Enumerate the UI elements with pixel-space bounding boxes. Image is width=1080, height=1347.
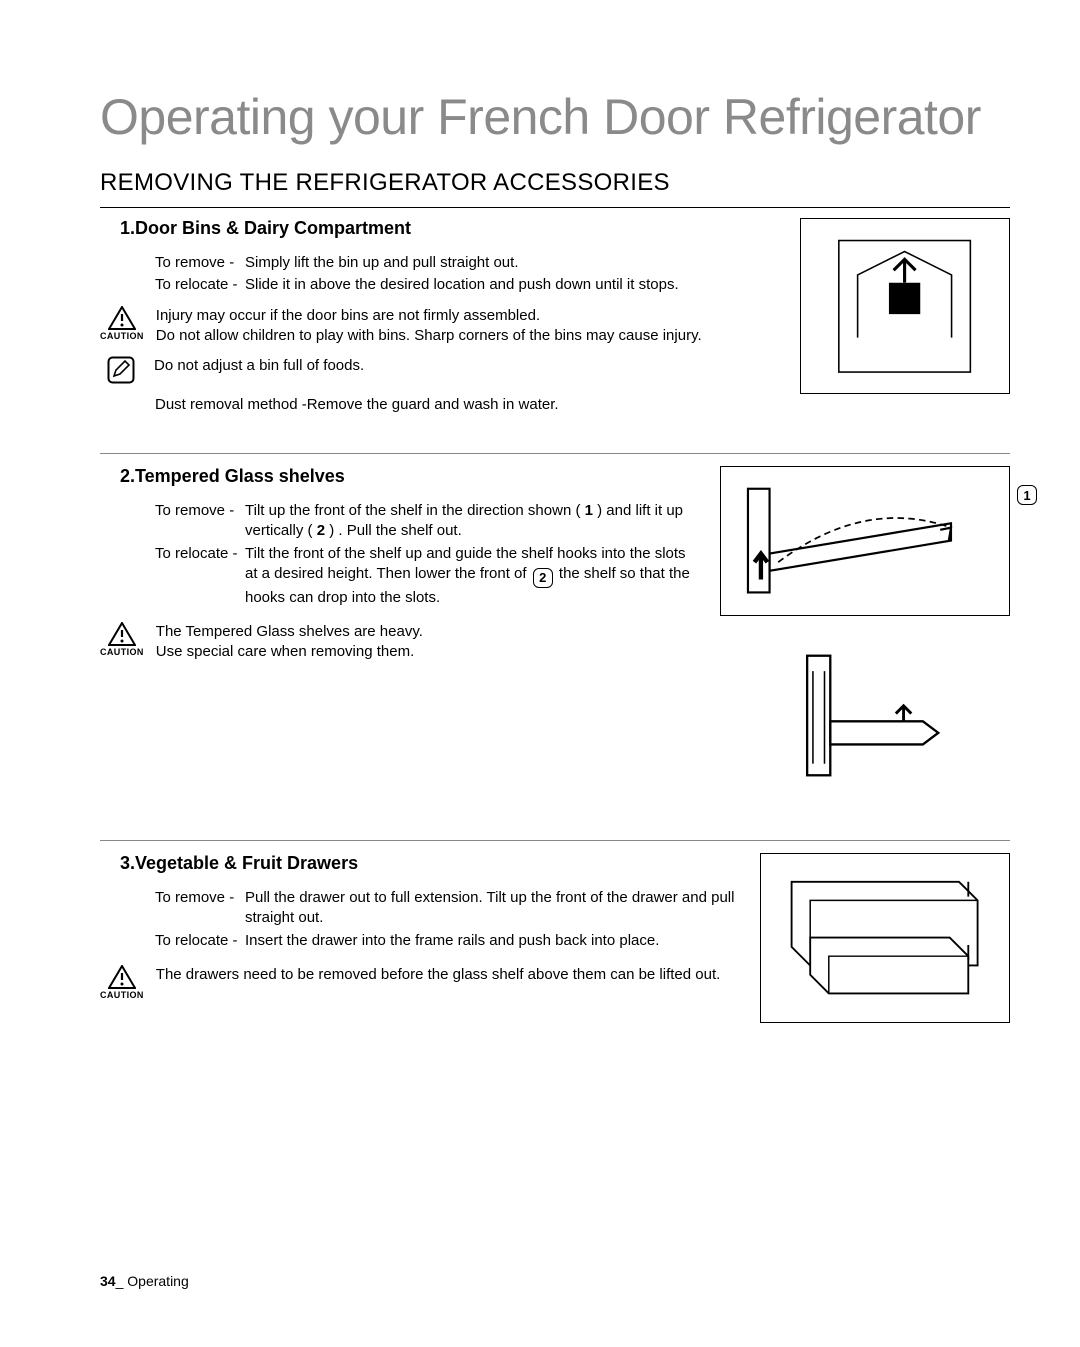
subsection-drawers: 3.Vegetable & Fruit Drawers To remove - … [100, 853, 1010, 1053]
badge-2-inline: 2 [533, 568, 553, 588]
caution-icon-col: CAUTION [100, 965, 144, 1000]
caution-triangle-icon [108, 965, 136, 989]
caution-triangle-icon [108, 622, 136, 646]
subsection-text: 1.Door Bins & Dairy Compartment To remov… [100, 218, 780, 413]
remove-line: To remove - Tilt up the front of the she… [155, 501, 700, 542]
caution-message: The drawers need to be removed before th… [156, 965, 740, 985]
subsection-head: 1.Door Bins & Dairy Compartment [120, 218, 780, 239]
remove-body: Pull the drawer out to full extension. T… [245, 888, 740, 929]
subsection-head: 2.Tempered Glass shelves [120, 466, 700, 487]
note-pencil-icon [107, 356, 135, 384]
figure-door-bin [800, 218, 1010, 394]
badge-1: 1 [1017, 485, 1037, 505]
title-rule [100, 207, 1010, 208]
relocate-body: Tilt the front of the shelf up and guide… [245, 544, 700, 608]
relocate-line: To relocate - Insert the drawer into the… [155, 931, 740, 951]
note-callout: Do not adjust a bin full of foods. [100, 356, 780, 384]
dust-removal-line: Dust removal method -Remove the guard an… [155, 396, 780, 413]
page: Operating your French Door Refrigerator … [0, 0, 1080, 1347]
remove-label: To remove - [155, 888, 245, 929]
footer-section: Operating [123, 1273, 188, 1289]
page-number: 34 [100, 1273, 116, 1289]
subsection-door-bins: 1.Door Bins & Dairy Compartment To remov… [100, 218, 1010, 443]
remove-line: To remove - Pull the drawer out to full … [155, 888, 740, 929]
figure-drawer [760, 853, 1010, 1023]
body-text: To remove - Pull the drawer out to full … [155, 888, 740, 951]
page-title: Operating your French Door Refrigerator [100, 90, 1010, 145]
note-icon-col [100, 356, 142, 384]
figure-group-shelves: 1 [720, 466, 1010, 790]
caution-callout: CAUTION The Tempered Glass shelves are h… [100, 622, 700, 663]
subsection-head: 3.Vegetable & Fruit Drawers [120, 853, 740, 874]
caution-callout: CAUTION Injury may occur if the door bin… [100, 306, 780, 347]
subsection-text: 3.Vegetable & Fruit Drawers To remove - … [100, 853, 740, 1000]
remove-body: Tilt up the front of the shelf in the di… [245, 501, 700, 542]
body-text: To remove - Simply lift the bin up and p… [155, 253, 780, 296]
divider-rule [100, 840, 1010, 841]
body-text: To remove - Tilt up the front of the she… [155, 501, 700, 608]
caution-icon-col: CAUTION [100, 622, 144, 657]
caution-message: The Tempered Glass shelves are heavy. Us… [156, 622, 700, 663]
relocate-label: To relocate - [155, 544, 245, 608]
relocate-body: Slide it in above the desired location a… [245, 275, 780, 295]
relocate-label: To relocate - [155, 931, 245, 951]
remove-label: To remove - [155, 501, 245, 542]
text-part: Tilt up the front of the shelf in the di… [245, 502, 585, 519]
relocate-line: To relocate - Slide it in above the desi… [155, 275, 780, 295]
figure-shelf-tilt: 1 [720, 466, 1010, 616]
relocate-label: To relocate - [155, 275, 245, 295]
text-part: ) . Pull the shelf out. [325, 522, 462, 539]
section-title: REMOVING THE REFRIGERATOR ACCESSORIES [100, 169, 1010, 197]
caution-label: CAUTION [100, 647, 144, 657]
caution-message: Injury may occur if the door bins are no… [156, 306, 780, 347]
caution-label: CAUTION [100, 331, 144, 341]
figure-shelf-hook [775, 640, 955, 790]
remove-body: Simply lift the bin up and pull straight… [245, 253, 780, 273]
divider-rule [100, 453, 1010, 454]
caution-callout: CAUTION The drawers need to be removed b… [100, 965, 740, 1000]
caution-label: CAUTION [100, 990, 144, 1000]
remove-line: To remove - Simply lift the bin up and p… [155, 253, 780, 273]
relocate-line: To relocate - Tilt the front of the shel… [155, 544, 700, 608]
page-footer: 34_ Operating [100, 1273, 189, 1289]
bold-2: 2 [317, 522, 325, 539]
subsection-glass-shelves: 2.Tempered Glass shelves To remove - Til… [100, 466, 1010, 830]
caution-triangle-icon [108, 306, 136, 330]
bold-1: 1 [585, 502, 593, 519]
caution-icon-col: CAUTION [100, 306, 144, 341]
note-message: Do not adjust a bin full of foods. [154, 356, 780, 376]
subsection-text: 2.Tempered Glass shelves To remove - Til… [100, 466, 700, 662]
remove-label: To remove - [155, 253, 245, 273]
relocate-body: Insert the drawer into the frame rails a… [245, 931, 740, 951]
